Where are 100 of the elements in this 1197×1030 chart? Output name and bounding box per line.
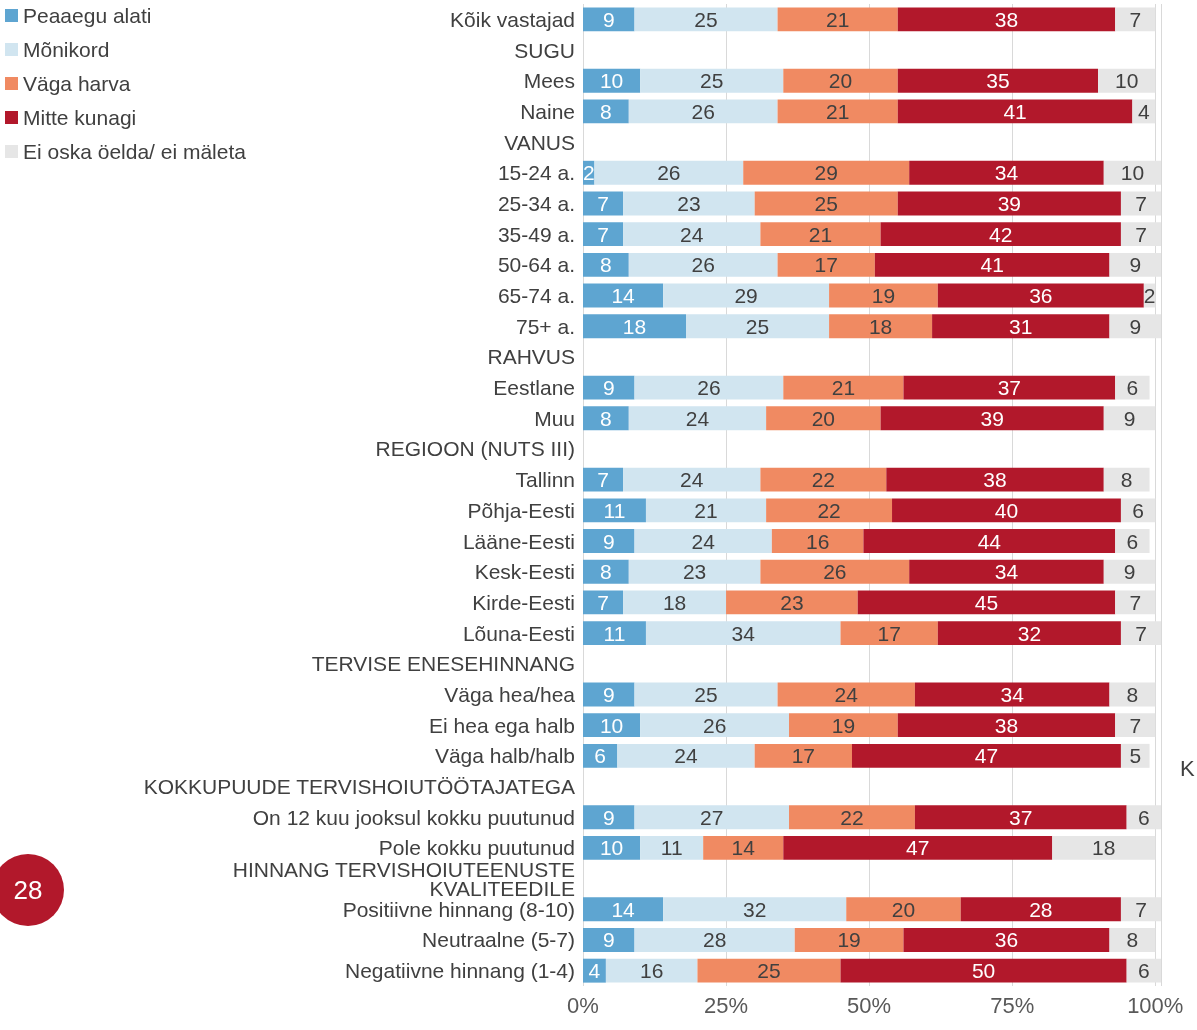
data-label: 5 bbox=[1129, 744, 1142, 768]
data-label: 14 bbox=[611, 897, 636, 921]
data-label: 9 bbox=[602, 529, 615, 553]
y-tick-label: 35-49 a. bbox=[497, 222, 575, 246]
data-label: 23 bbox=[682, 560, 707, 584]
bar bbox=[1115, 713, 1156, 738]
data-label: 21 bbox=[825, 99, 850, 123]
data-label: 24 bbox=[680, 468, 704, 492]
data-label: 4 bbox=[1137, 99, 1150, 123]
y-tick-label: VANUS bbox=[504, 130, 575, 154]
data-label: 39 bbox=[980, 406, 1004, 430]
data-label: 6 bbox=[1137, 959, 1150, 983]
y-tick-label: Neutraalne (5-7) bbox=[422, 928, 575, 952]
bar bbox=[754, 191, 898, 216]
bar bbox=[634, 7, 778, 32]
y-tick-label: Mees bbox=[523, 69, 575, 93]
data-label: 22 bbox=[840, 805, 864, 829]
bar bbox=[663, 897, 847, 922]
data-label: 20 bbox=[828, 69, 853, 93]
data-label: 32 bbox=[743, 897, 767, 921]
bar bbox=[583, 99, 629, 124]
y-tick-label: 25-34 a. bbox=[497, 191, 575, 215]
data-label: 24 bbox=[834, 682, 859, 706]
y-tick-label: 50-64 a. bbox=[497, 253, 575, 277]
data-label: 18 bbox=[622, 314, 647, 338]
data-label: 10 bbox=[599, 69, 624, 93]
data-label: 8 bbox=[1126, 928, 1139, 952]
bar bbox=[583, 467, 624, 492]
bar bbox=[1109, 314, 1161, 339]
data-label: 9 bbox=[602, 7, 615, 31]
data-label: 23 bbox=[780, 590, 804, 614]
data-label: 26 bbox=[823, 560, 847, 584]
data-label: 10 bbox=[599, 713, 624, 737]
bar bbox=[628, 406, 767, 431]
bar bbox=[789, 805, 915, 830]
data-label: 6 bbox=[1132, 498, 1144, 522]
y-tick-label: 75+ a. bbox=[516, 314, 575, 338]
bar bbox=[760, 222, 881, 247]
data-label: 14 bbox=[731, 836, 756, 860]
y-tick-label: Kirde-Eesti bbox=[472, 590, 575, 614]
data-label: 34 bbox=[1000, 682, 1025, 706]
bar bbox=[583, 314, 687, 339]
bar bbox=[766, 498, 893, 523]
y-tick-label: SUGU bbox=[514, 38, 575, 62]
data-label: 24 bbox=[674, 744, 699, 768]
data-label: 10 bbox=[1120, 161, 1145, 185]
data-label: 21 bbox=[825, 7, 850, 31]
bar bbox=[783, 68, 898, 93]
bar bbox=[583, 928, 635, 952]
bar bbox=[1103, 406, 1156, 431]
y-tick-label: Väga hea/hea bbox=[444, 682, 576, 706]
bar bbox=[628, 252, 778, 277]
bar bbox=[909, 160, 1104, 185]
bar bbox=[686, 314, 830, 339]
data-label: 47 bbox=[906, 836, 930, 860]
bar bbox=[937, 621, 1121, 646]
data-label: 20 bbox=[891, 897, 916, 921]
data-label: 7 bbox=[1135, 897, 1147, 921]
text: K bbox=[1180, 756, 1195, 782]
bar bbox=[583, 406, 629, 431]
bar bbox=[960, 897, 1121, 922]
bar bbox=[886, 467, 1104, 492]
data-label: 9 bbox=[1129, 314, 1142, 338]
data-label: 9 bbox=[1123, 406, 1136, 430]
bar bbox=[640, 713, 790, 738]
data-label: 26 bbox=[702, 713, 727, 737]
bar bbox=[617, 743, 755, 768]
data-label: 24 bbox=[685, 406, 710, 430]
data-label: 29 bbox=[734, 284, 758, 308]
data-label: 31 bbox=[1009, 314, 1033, 338]
bar bbox=[743, 160, 910, 185]
bar bbox=[1115, 529, 1150, 553]
bar bbox=[857, 590, 1116, 615]
data-label: 34 bbox=[994, 161, 1019, 185]
y-tick-label: REGIOON (NUTS III) bbox=[375, 437, 575, 461]
y-tick-label: Väga halb/halb bbox=[434, 744, 575, 768]
data-label: 45 bbox=[974, 590, 999, 614]
bar bbox=[628, 559, 761, 584]
bar bbox=[583, 529, 635, 553]
x-tick-label: 50% bbox=[847, 992, 892, 1018]
y-tick-label: Positiivne hinnang (8-10) bbox=[342, 897, 575, 921]
bar bbox=[897, 7, 1116, 32]
y-tick-label: 65-74 a. bbox=[497, 284, 575, 308]
bar bbox=[777, 99, 898, 124]
data-label: 21 bbox=[831, 376, 856, 400]
data-label: 7 bbox=[1129, 590, 1142, 614]
data-label: 21 bbox=[808, 222, 833, 246]
bar bbox=[829, 283, 938, 308]
data-label: 28 bbox=[1029, 897, 1053, 921]
bar bbox=[634, 805, 790, 830]
data-label: 26 bbox=[691, 99, 715, 123]
data-label: 18 bbox=[1092, 836, 1116, 860]
data-label: 50 bbox=[971, 959, 996, 983]
bar bbox=[645, 621, 841, 646]
bar bbox=[777, 252, 875, 277]
bar bbox=[640, 835, 704, 860]
bar bbox=[874, 252, 1110, 277]
bar bbox=[583, 590, 624, 615]
data-label: 6 bbox=[1137, 805, 1150, 829]
data-label: 17 bbox=[814, 253, 838, 277]
